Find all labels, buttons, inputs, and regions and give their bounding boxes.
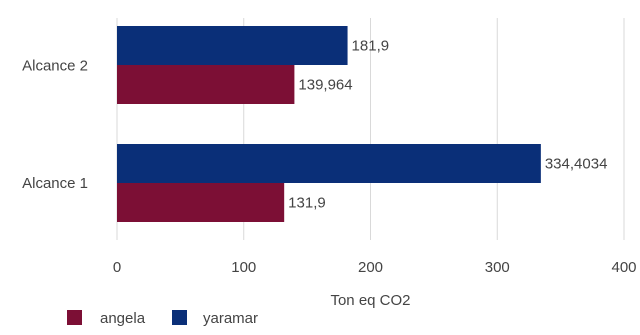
x-tick-label: 200 <box>358 259 383 276</box>
data-label: 334,4034 <box>545 156 608 173</box>
bar-yaramar <box>117 26 348 65</box>
bars <box>117 26 541 222</box>
legend-swatch-yaramar <box>172 310 187 325</box>
x-tick-label: 0 <box>113 259 121 276</box>
x-axis-title: Ton eq CO2 <box>330 292 410 309</box>
x-tick-label: 100 <box>231 259 256 276</box>
legend-label-yaramar: yaramar <box>203 310 258 327</box>
data-labels: 181,9 139,964 334,4034 131,9 <box>288 38 607 212</box>
category-label: Alcance 1 <box>22 175 88 192</box>
x-tick-label: 300 <box>485 259 510 276</box>
category-label: Alcance 2 <box>22 58 88 75</box>
legend-swatch-angela <box>67 310 82 325</box>
data-label: 139,964 <box>298 77 352 94</box>
bar-angela <box>117 65 295 104</box>
category-labels: Alcance 2 Alcance 1 <box>22 58 88 193</box>
bar-angela <box>117 183 285 222</box>
bar-yaramar <box>117 144 541 183</box>
data-label: 181,9 <box>352 38 390 55</box>
data-label: 131,9 <box>288 195 326 212</box>
legend: angela yaramar <box>67 310 258 327</box>
x-tick-label: 400 <box>611 259 636 276</box>
x-tick-labels: 0 100 200 300 400 <box>113 259 637 276</box>
legend-label-angela: angela <box>100 310 146 327</box>
